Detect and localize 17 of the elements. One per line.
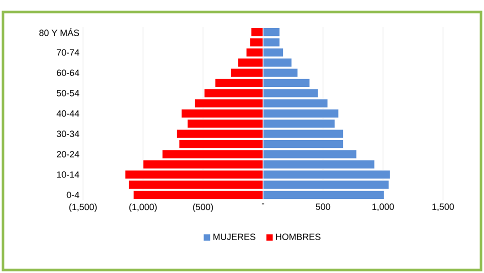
- y-tick-label: 50-54: [56, 90, 80, 96]
- y-tick-label: 80 Y MÁS: [39, 28, 80, 36]
- y-tick-label: 40-44: [56, 110, 80, 117]
- y-tick-label: 70-74: [56, 49, 80, 56]
- x-tick-label: 1,000: [372, 204, 394, 211]
- x-tick-label: (500): [193, 204, 213, 212]
- y-tick-label: 20-24: [56, 151, 80, 158]
- x-tick-label: 500: [316, 204, 330, 210]
- legend-label: HOMBRES: [276, 234, 320, 240]
- y-tick-label: 60-64: [56, 70, 80, 76]
- y-tick-label: 0-4: [66, 192, 80, 198]
- y-tick-label: 30-34: [56, 130, 80, 138]
- x-tick-label: (1,000): [129, 204, 157, 212]
- x-tick-label: (1,500): [69, 204, 97, 212]
- legend-label: MUJERES: [213, 234, 256, 240]
- y-tick-label: 10-14: [57, 171, 80, 178]
- x-tick-label: 1,500: [432, 204, 454, 211]
